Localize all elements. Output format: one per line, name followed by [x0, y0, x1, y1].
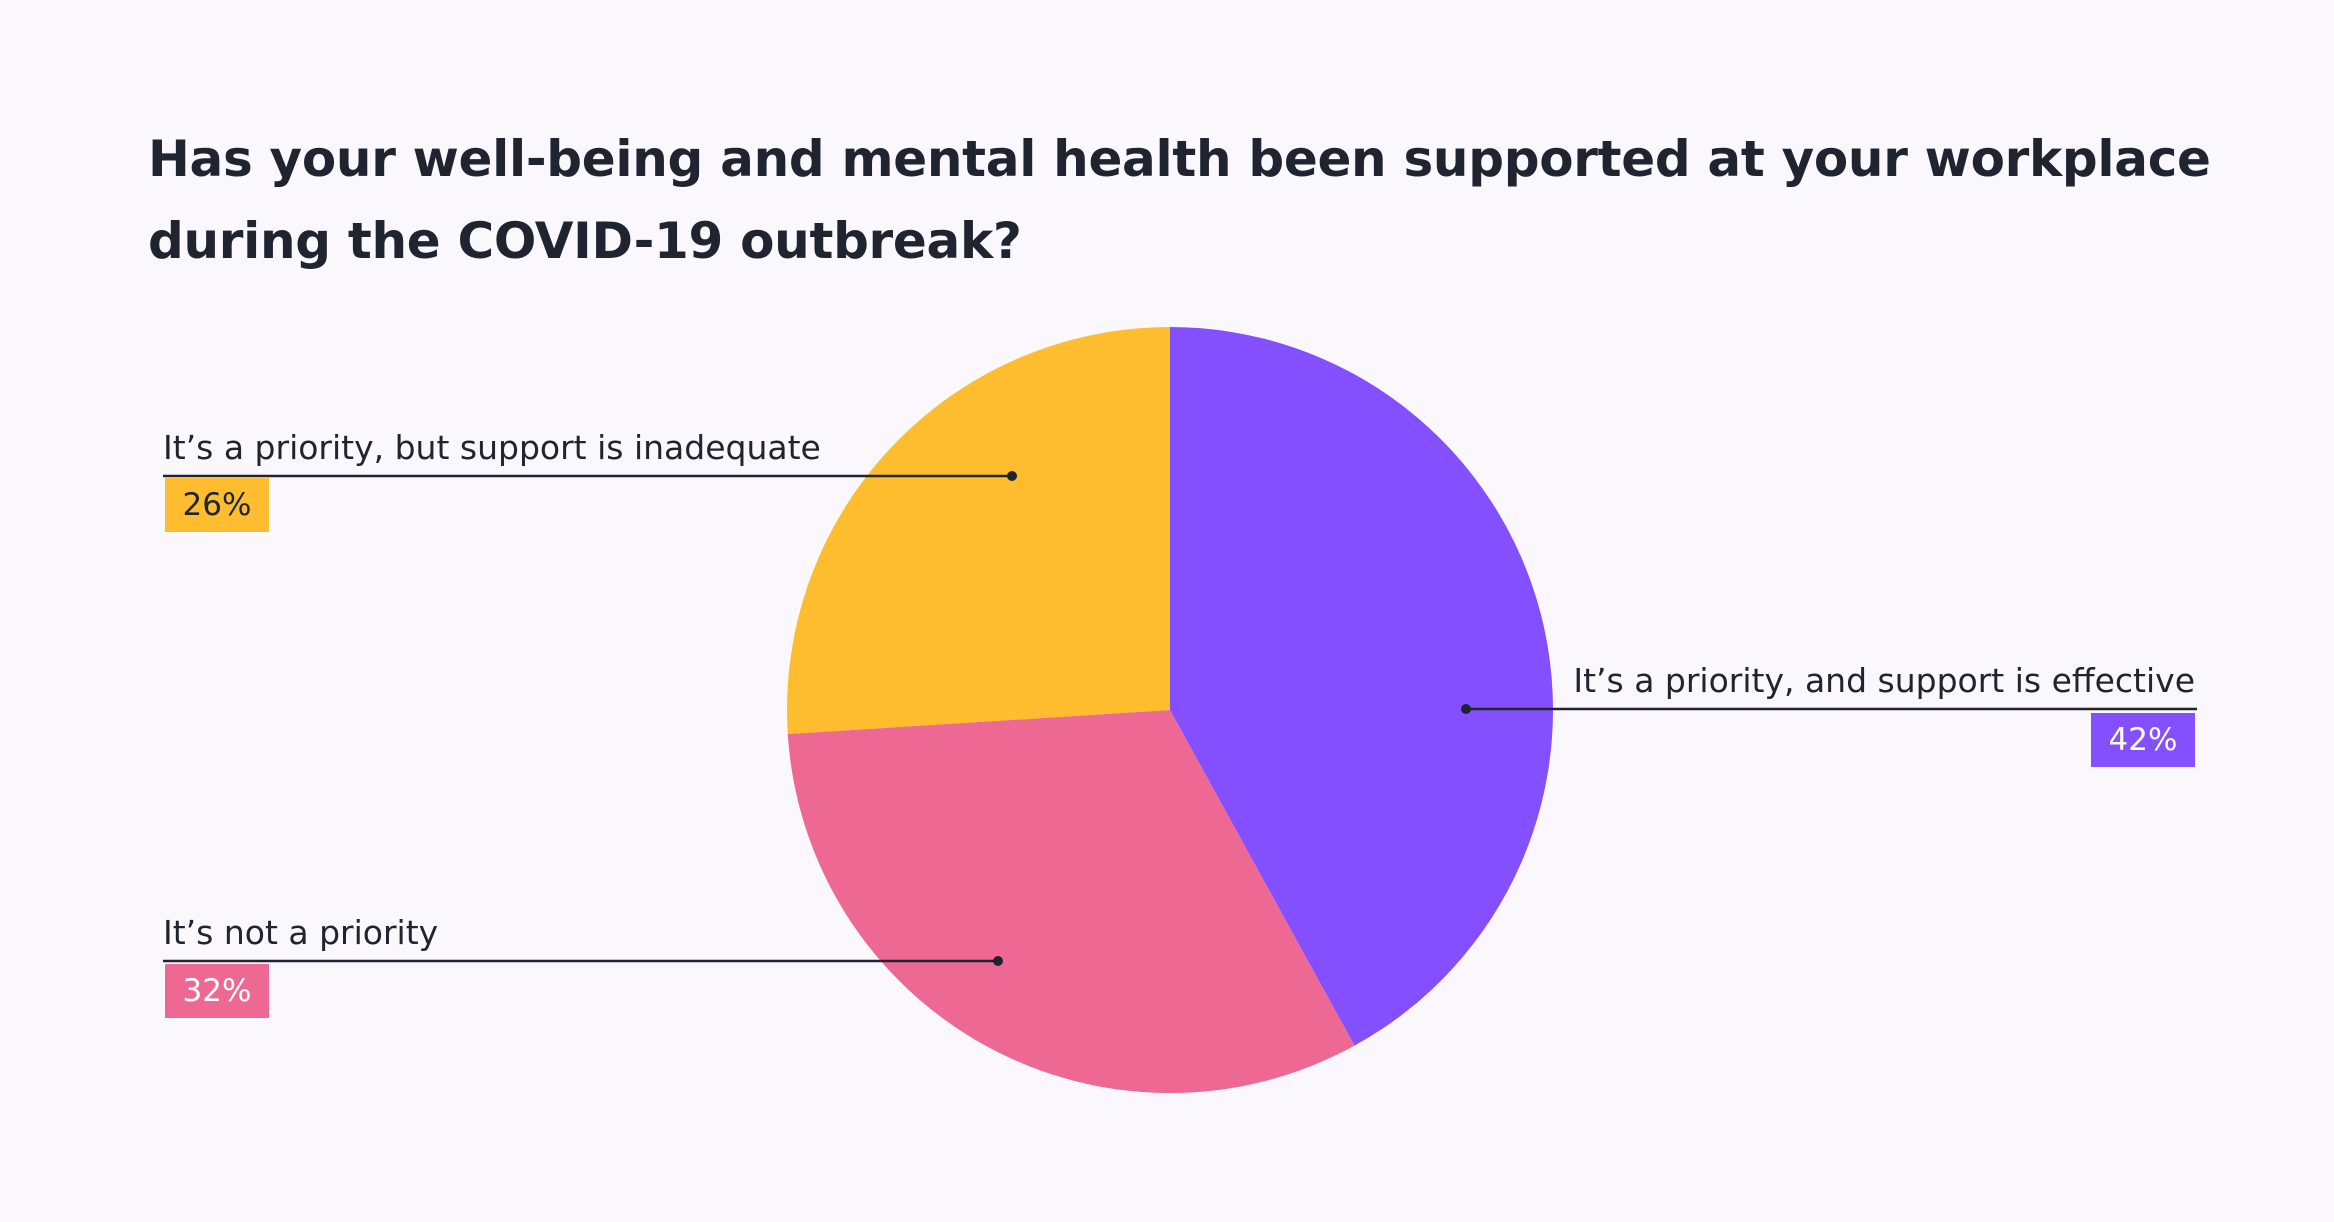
- slice-value-inadequate: 26%: [165, 478, 269, 532]
- slice-label-not-priority: It’s not a priority: [163, 913, 439, 952]
- chart-title: Has your well-being and mental health be…: [148, 130, 2211, 270]
- leader-dot-not-priority: [993, 956, 1003, 966]
- slice-value-effective: 42%: [2091, 713, 2195, 767]
- pie-slice-not-priority: [787, 710, 1355, 1094]
- pie-slice-inadequate: [787, 327, 1170, 735]
- leader-dot-inadequate: [1007, 471, 1017, 481]
- leader-dot-effective: [1461, 704, 1471, 714]
- slice-label-effective: It’s a priority, and support is effectiv…: [1573, 661, 2195, 700]
- slice-value-not-priority: 32%: [165, 964, 269, 1018]
- pie-slice-effective: [1170, 327, 1554, 1046]
- slice-label-inadequate: It’s a priority, but support is inadequa…: [163, 428, 821, 467]
